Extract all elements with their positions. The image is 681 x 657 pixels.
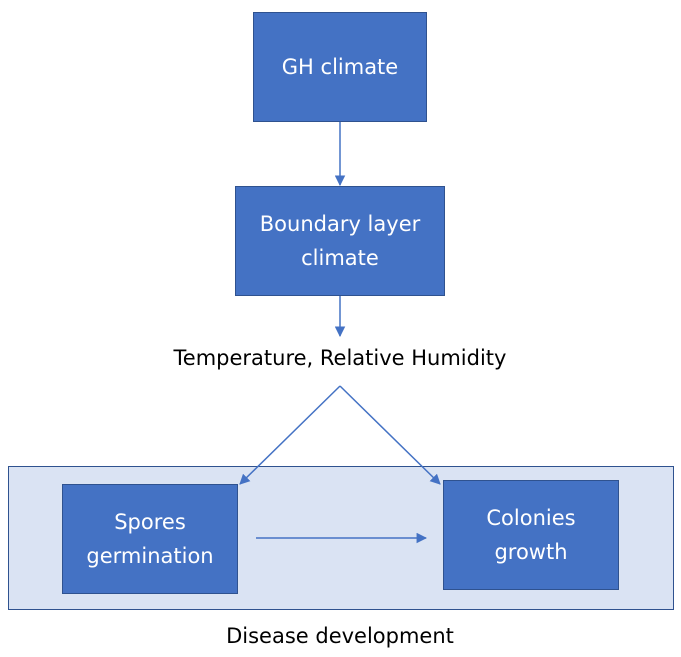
- gh-climate-node: GH climate: [253, 12, 427, 122]
- colonies-growth-node: Colonies growth: [443, 480, 619, 590]
- spores-germination-node: Spores germination: [62, 484, 238, 594]
- boundary-layer-climate-node: Boundary layer climate: [235, 186, 445, 296]
- disease-development-caption: Disease development: [226, 624, 454, 648]
- conditions-label: Temperature, Relative Humidity: [173, 346, 507, 370]
